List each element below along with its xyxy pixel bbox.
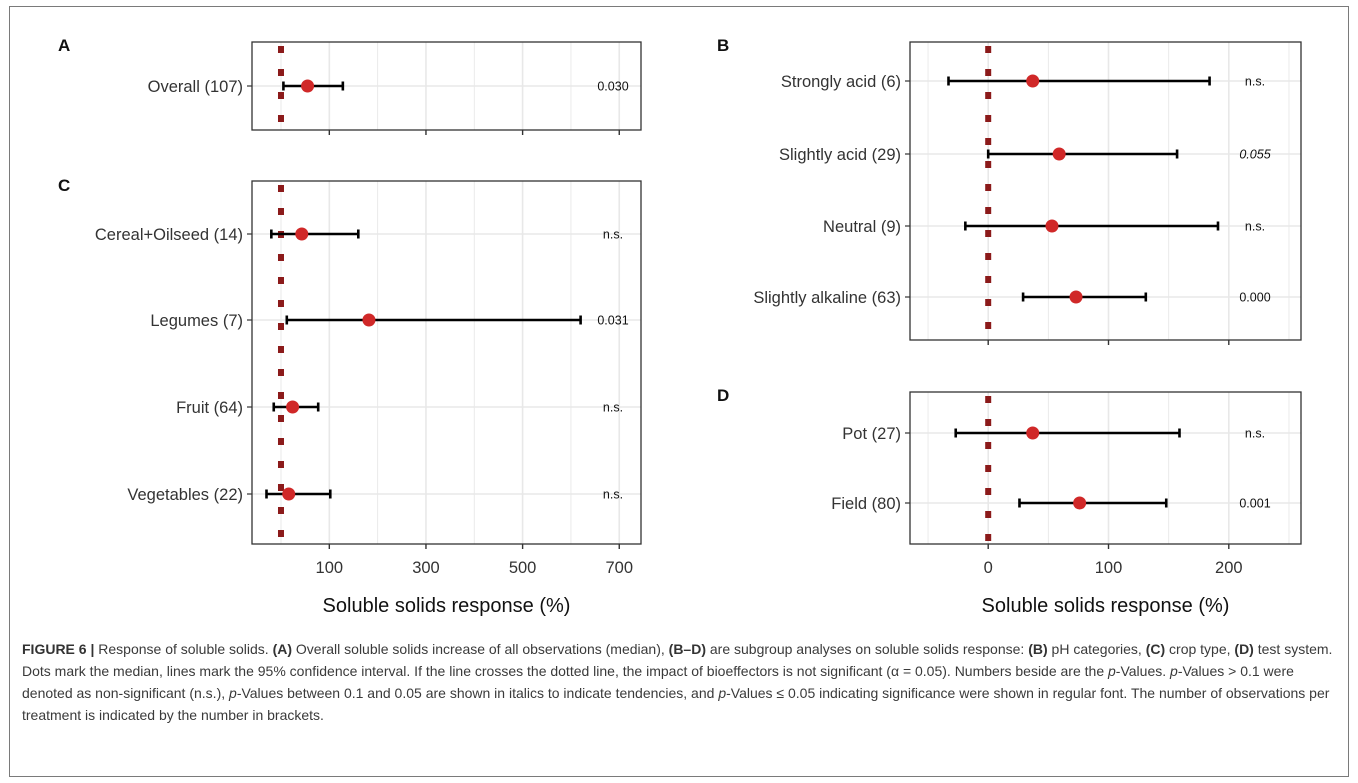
p-value-label: 0.031 (597, 314, 628, 328)
panel-b: B Strongly acid (6) n.s. Slightly acid (29)… (717, 36, 1302, 345)
category-label: Slightly acid (29) (779, 146, 901, 164)
panel-c: C Cereal+Oilseed (14) n.s. Legumes (7) 0.031… (58, 176, 642, 617)
x-tick-label: 100 (1095, 559, 1123, 577)
median-point (1069, 290, 1083, 304)
caption-text: crop type, (1165, 641, 1235, 657)
panel-a: A Overall (107) 0.030 (58, 36, 642, 135)
p-value-label: 0.055 (1239, 148, 1270, 162)
p-value-label: n.s. (1245, 75, 1265, 89)
median-point (295, 227, 309, 241)
caption-text: pH categories, (1047, 641, 1146, 657)
caption-text: p (1170, 663, 1178, 679)
caption-text: (D) (1234, 641, 1254, 657)
median-point (286, 400, 300, 414)
x-tick-label: 300 (412, 559, 440, 577)
p-value-label: n.s. (603, 228, 623, 242)
p-value-label: n.s. (1245, 427, 1265, 441)
caption-text: Overall soluble solids increase of all o… (292, 641, 669, 657)
panel-d: D Pot (27) n.s. Field (80) 0.001 0 100 200 Solub… (717, 386, 1302, 617)
panel-label: C (58, 176, 70, 195)
category-label: Fruit (64) (176, 399, 243, 417)
caption-text: test system. Dots mark the median, lines… (22, 641, 1333, 679)
x-axis-title: Soluble solids response (%) (982, 595, 1230, 617)
panel-border (909, 391, 1302, 545)
caption-figure-label: FIGURE 6 | (22, 641, 95, 657)
caption-text: -Values > 0.1 were denoted as non-signif… (22, 663, 1294, 701)
caption-text: (B–D) (668, 641, 706, 657)
p-value-label: n.s. (1245, 220, 1265, 234)
median-point (1073, 496, 1087, 510)
caption-text: are subgroup analyses on soluble solids … (706, 641, 1029, 657)
caption-text: -Values. (1115, 663, 1171, 679)
median-point (301, 79, 315, 93)
x-axis-title: Soluble solids response (%) (323, 595, 571, 617)
p-value-label: 0.001 (1239, 497, 1270, 511)
p-value-label: n.s. (603, 401, 623, 415)
category-label: Strongly acid (6) (781, 73, 901, 91)
caption-text: (C) (1145, 641, 1166, 657)
median-point (362, 313, 376, 327)
caption-text: -Values between 0.1 and 0.05 are shown i… (236, 685, 719, 701)
category-label: Slightly alkaline (63) (753, 289, 901, 307)
caption-text: -Values ≤ 0.05 indicating significance w… (22, 685, 1330, 723)
category-label: Neutral (9) (823, 218, 901, 236)
panel-border (909, 41, 1302, 341)
x-tick-label: 700 (605, 559, 633, 577)
panel-label: A (58, 36, 70, 55)
panel-label: D (717, 386, 729, 405)
median-point (1045, 219, 1059, 233)
p-value-label: n.s. (603, 488, 623, 502)
caption-text: (B) (1028, 641, 1048, 657)
panel-border (251, 41, 642, 131)
median-point (1052, 147, 1066, 161)
figure-caption: FIGURE 6 | Response of soluble solids. (… (22, 638, 1344, 726)
category-label: Cereal+Oilseed (14) (95, 226, 243, 244)
p-value-label: 0.000 (1239, 291, 1270, 305)
category-label: Pot (27) (842, 425, 901, 443)
caption-text: p (718, 685, 727, 701)
x-tick-label: 0 (984, 559, 993, 577)
caption-text: (A) (272, 641, 293, 657)
median-point (282, 487, 296, 501)
category-label: Overall (107) (148, 78, 243, 96)
caption-text: p (229, 685, 237, 701)
x-tick-label: 200 (1215, 559, 1243, 577)
x-tick-label: 100 (316, 559, 344, 577)
caption-text: Response of soluble solids. (94, 641, 273, 657)
panel-border (251, 180, 642, 545)
median-point (1026, 426, 1040, 440)
x-tick-label: 500 (509, 559, 537, 577)
panel-label: B (717, 36, 729, 55)
median-point (1026, 74, 1040, 88)
category-label: Field (80) (831, 495, 901, 513)
category-label: Vegetables (22) (127, 486, 243, 504)
p-value-label: 0.030 (597, 80, 628, 94)
category-label: Legumes (7) (150, 312, 243, 330)
caption-text: p (1108, 663, 1116, 679)
